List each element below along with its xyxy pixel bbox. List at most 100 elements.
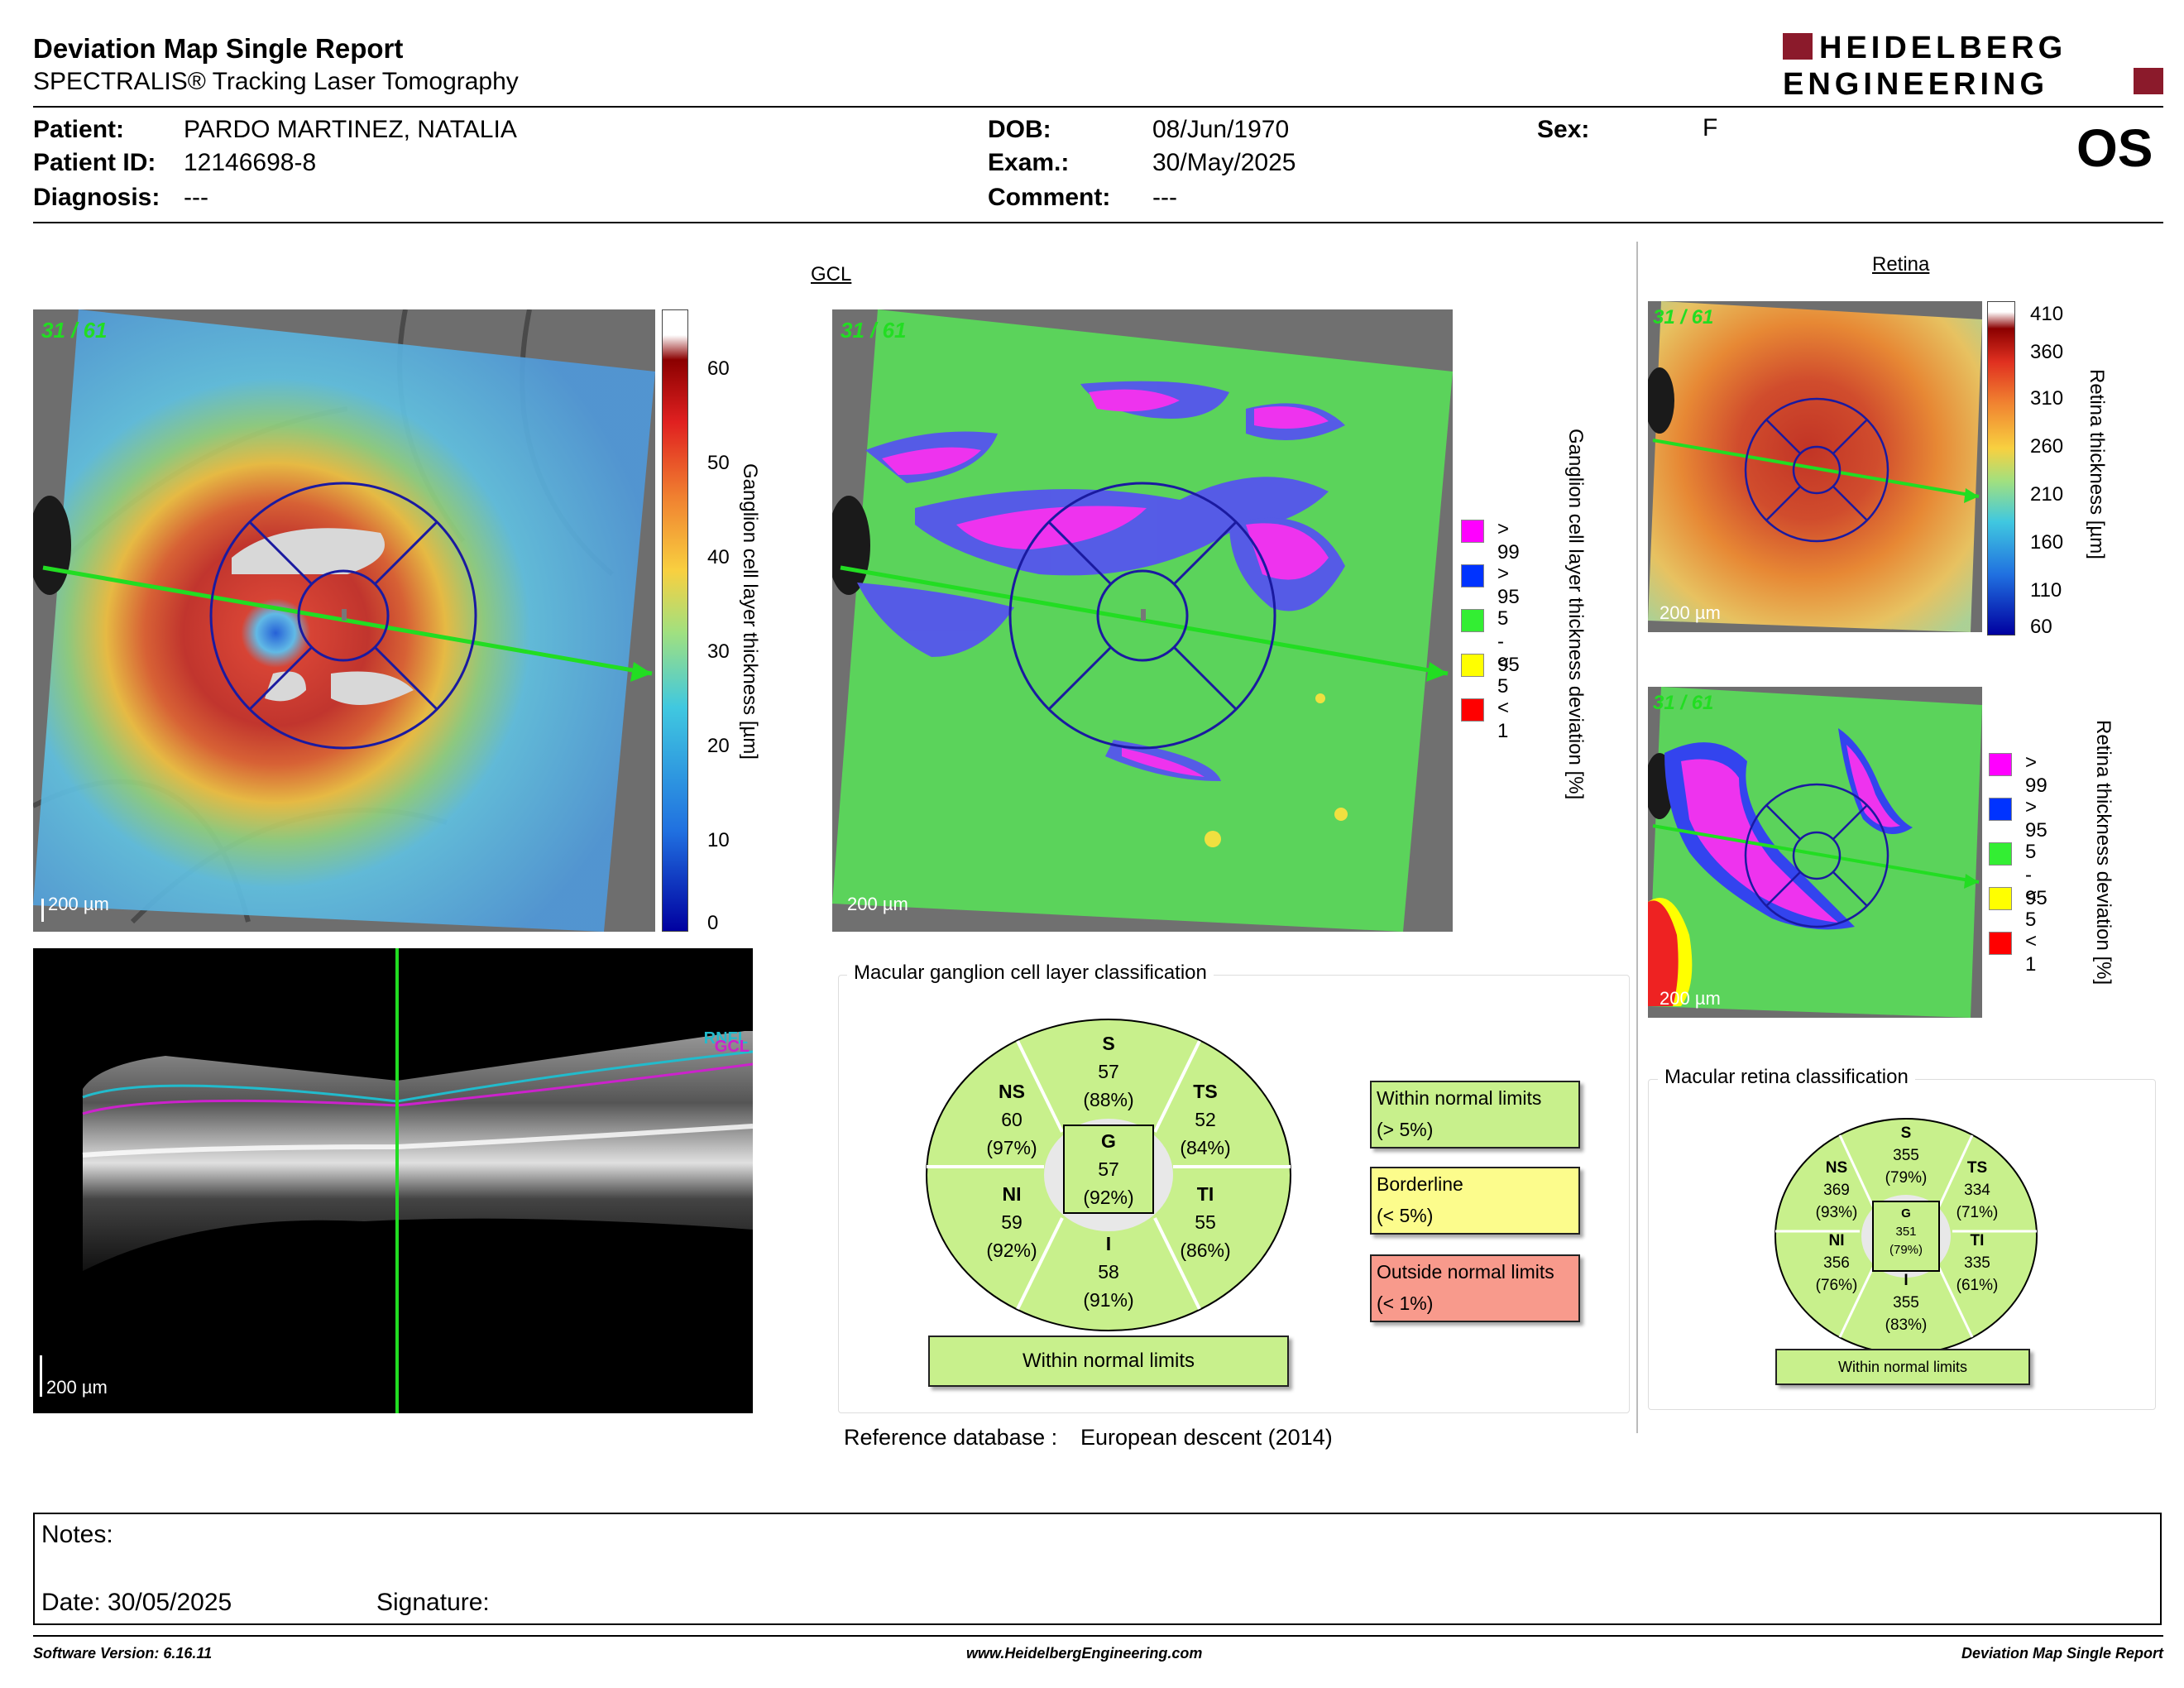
gcl-sector-ts: TS 52 (84%) <box>1180 1081 1231 1158</box>
retina-thickness-map: 31 / 61 200 µm <box>1645 301 1982 632</box>
retina-frame-label: 31 / 61 <box>1653 306 1714 328</box>
patient-label: Patient: <box>33 116 125 143</box>
gcl-tick: 30 <box>707 640 730 663</box>
legend-swatch-gt99 <box>1989 753 2012 776</box>
footer-report-name: Deviation Map Single Report <box>1961 1645 2163 1662</box>
legend-label: > 95 <box>1497 563 1520 608</box>
legend-swatch-lt5 <box>1989 887 2012 910</box>
dob-value: 08/Jun/1970 <box>1152 116 1290 143</box>
retina-sector-ns: NS 369 (93%) <box>1815 1159 1858 1221</box>
retina-tick: 310 <box>2030 387 2064 410</box>
retina-tick: 110 <box>2030 579 2062 602</box>
retina-tick: 60 <box>2030 616 2052 638</box>
gcl-section-label: GCL <box>811 263 852 285</box>
eye-label: OS <box>2076 118 2153 178</box>
gcl-deviation-map: 31 / 61 200 µm <box>827 309 1453 932</box>
reference-database-label: Reference database : <box>844 1425 1058 1450</box>
gcl-thickness-axis-label: Ganglion cell layer thickness [µm] <box>739 463 761 760</box>
gcl-scale-label: 200 µm <box>48 894 109 914</box>
retina-sector-g: G 351 (79%) <box>1889 1206 1923 1257</box>
sex-label: Sex: <box>1537 116 1590 143</box>
comment-label: Comment: <box>988 184 1111 211</box>
retina-sector-ts: TS 334 (71%) <box>1956 1159 1999 1221</box>
legend-label: > 99 <box>2025 751 2048 797</box>
logo-line1: HEIDELBERG <box>1819 31 2067 65</box>
retina-tick: 160 <box>2030 531 2064 554</box>
software-version: Software Version: 6.16.11 <box>33 1645 213 1662</box>
legend-label: 5 - 95 <box>1497 607 1520 676</box>
key-borderline: Borderline (< 5%) <box>1370 1167 1580 1235</box>
gcl-deviation-axis-label: Ganglion cell layer thickness deviation … <box>1564 429 1587 800</box>
signature-label: Signature: <box>376 1589 490 1616</box>
gcl-deviation-frame-label: 31 / 61 <box>841 318 907 343</box>
legend-swatch-gt95 <box>1989 798 2012 821</box>
legend-swatch-gt95 <box>1461 564 1484 587</box>
gcl-classification-result: Within normal limits <box>928 1336 1289 1387</box>
patient-id: 12146698-8 <box>184 149 317 176</box>
gcl-thickness-map: 31 / 61 200 µm <box>28 309 655 932</box>
gcl-classification-title: Macular ganglion cell layer classificati… <box>847 961 1214 985</box>
retina-sector-s: S 355 (79%) <box>1885 1125 1928 1187</box>
legend-label: < 5 <box>1497 652 1510 698</box>
report-title: Deviation Map Single Report <box>33 33 404 64</box>
retina-section-label: Retina <box>1872 253 1930 276</box>
date-label: Date: 30/05/2025 <box>41 1589 232 1616</box>
patient-id-label: Patient ID: <box>33 149 156 176</box>
diagnosis-label: Diagnosis: <box>33 184 160 211</box>
patient-divider <box>33 222 2163 223</box>
notes-box[interactable] <box>33 1513 2162 1625</box>
gcl-sector-chart: S 57 (88%) NS 60 (97%) TS 52 (84%) G 57 … <box>925 1018 1292 1332</box>
legend-swatch-gt99 <box>1461 520 1484 543</box>
legend-swatch-5-95 <box>1989 842 2012 866</box>
retina-sector-chart: S 355 (79%) NS 369 (93%) TS 334 (71%) G … <box>1774 1117 2038 1355</box>
heidelberg-logo: HEIDELBERG ENGINEERING <box>1783 30 2163 102</box>
comment-value: --- <box>1152 184 1177 211</box>
key-within-normal: Within normal limits (> 5%) <box>1370 1081 1580 1149</box>
website-link[interactable]: www.HeidelbergEngineering.com <box>966 1645 1203 1662</box>
reference-database-value: European descent (2014) <box>1080 1425 1333 1450</box>
legend-swatch-lt1 <box>1989 932 2012 955</box>
retina-thickness-colorbar <box>1987 301 2015 635</box>
retina-classification-result: Within normal limits <box>1775 1349 2030 1385</box>
report-subtitle: SPECTRALIS® Tracking Laser Tomography <box>33 68 519 95</box>
legend-label: > 99 <box>1497 518 1520 563</box>
retina-thickness-axis-label: Retina thickness [µm] <box>2086 369 2108 559</box>
legend-label: < 1 <box>1497 697 1510 742</box>
gcl-tick: 0 <box>707 912 719 934</box>
gcl-tick: 50 <box>707 452 730 474</box>
retina-tick: 210 <box>2030 483 2064 506</box>
gcl-sector-g: G 57 (92%) <box>1083 1130 1134 1208</box>
gcl-tick: 60 <box>707 357 730 380</box>
exam-label: Exam.: <box>988 149 1070 176</box>
dob-label: DOB: <box>988 116 1051 143</box>
gcl-classification-panel <box>838 975 1630 1413</box>
scale-bar <box>41 899 44 922</box>
retina-sector-ti: TI 335 (61%) <box>1956 1232 1999 1294</box>
oct-rnfl-label: RNFL <box>703 1029 748 1048</box>
legend-swatch-5-95 <box>1461 609 1484 632</box>
legend-swatch-lt5 <box>1461 654 1484 677</box>
patient-name: PARDO MARTINEZ, NATALIA <box>184 116 517 143</box>
footer-divider <box>33 1635 2163 1637</box>
legend-swatch-lt1 <box>1461 698 1484 722</box>
diagnosis-value: --- <box>184 184 208 211</box>
gcl-sector-ti: TI 55 (86%) <box>1180 1183 1231 1261</box>
exam-value: 30/May/2025 <box>1152 149 1296 176</box>
legend-label: 5 - 95 <box>2025 841 2048 909</box>
sex-value: F <box>1703 114 1718 141</box>
header-divider <box>33 106 2163 108</box>
gcl-tick: 40 <box>707 546 730 568</box>
gcl-tick: 20 <box>707 735 730 757</box>
retina-deviation-map: 31 / 61 200 µm <box>1645 687 1982 1018</box>
gcl-sector-ns: NS 60 (97%) <box>986 1081 1037 1158</box>
column-divider <box>1636 242 1638 1433</box>
legend-label: < 1 <box>2025 930 2038 976</box>
retina-sector-i: I 355 (83%) <box>1885 1272 1928 1334</box>
gcl-deviation-scale-label: 200 µm <box>847 894 908 914</box>
legend-label: < 5 <box>2025 885 2038 931</box>
oct-scale-bar <box>40 1355 42 1397</box>
retina-deviation-scale-label: 200 µm <box>1660 988 1721 1009</box>
retina-sector-ni: NI 356 (76%) <box>1815 1232 1858 1294</box>
oct-gcl-label: GCL <box>714 1038 750 1056</box>
legend-label: > 95 <box>2025 796 2048 842</box>
